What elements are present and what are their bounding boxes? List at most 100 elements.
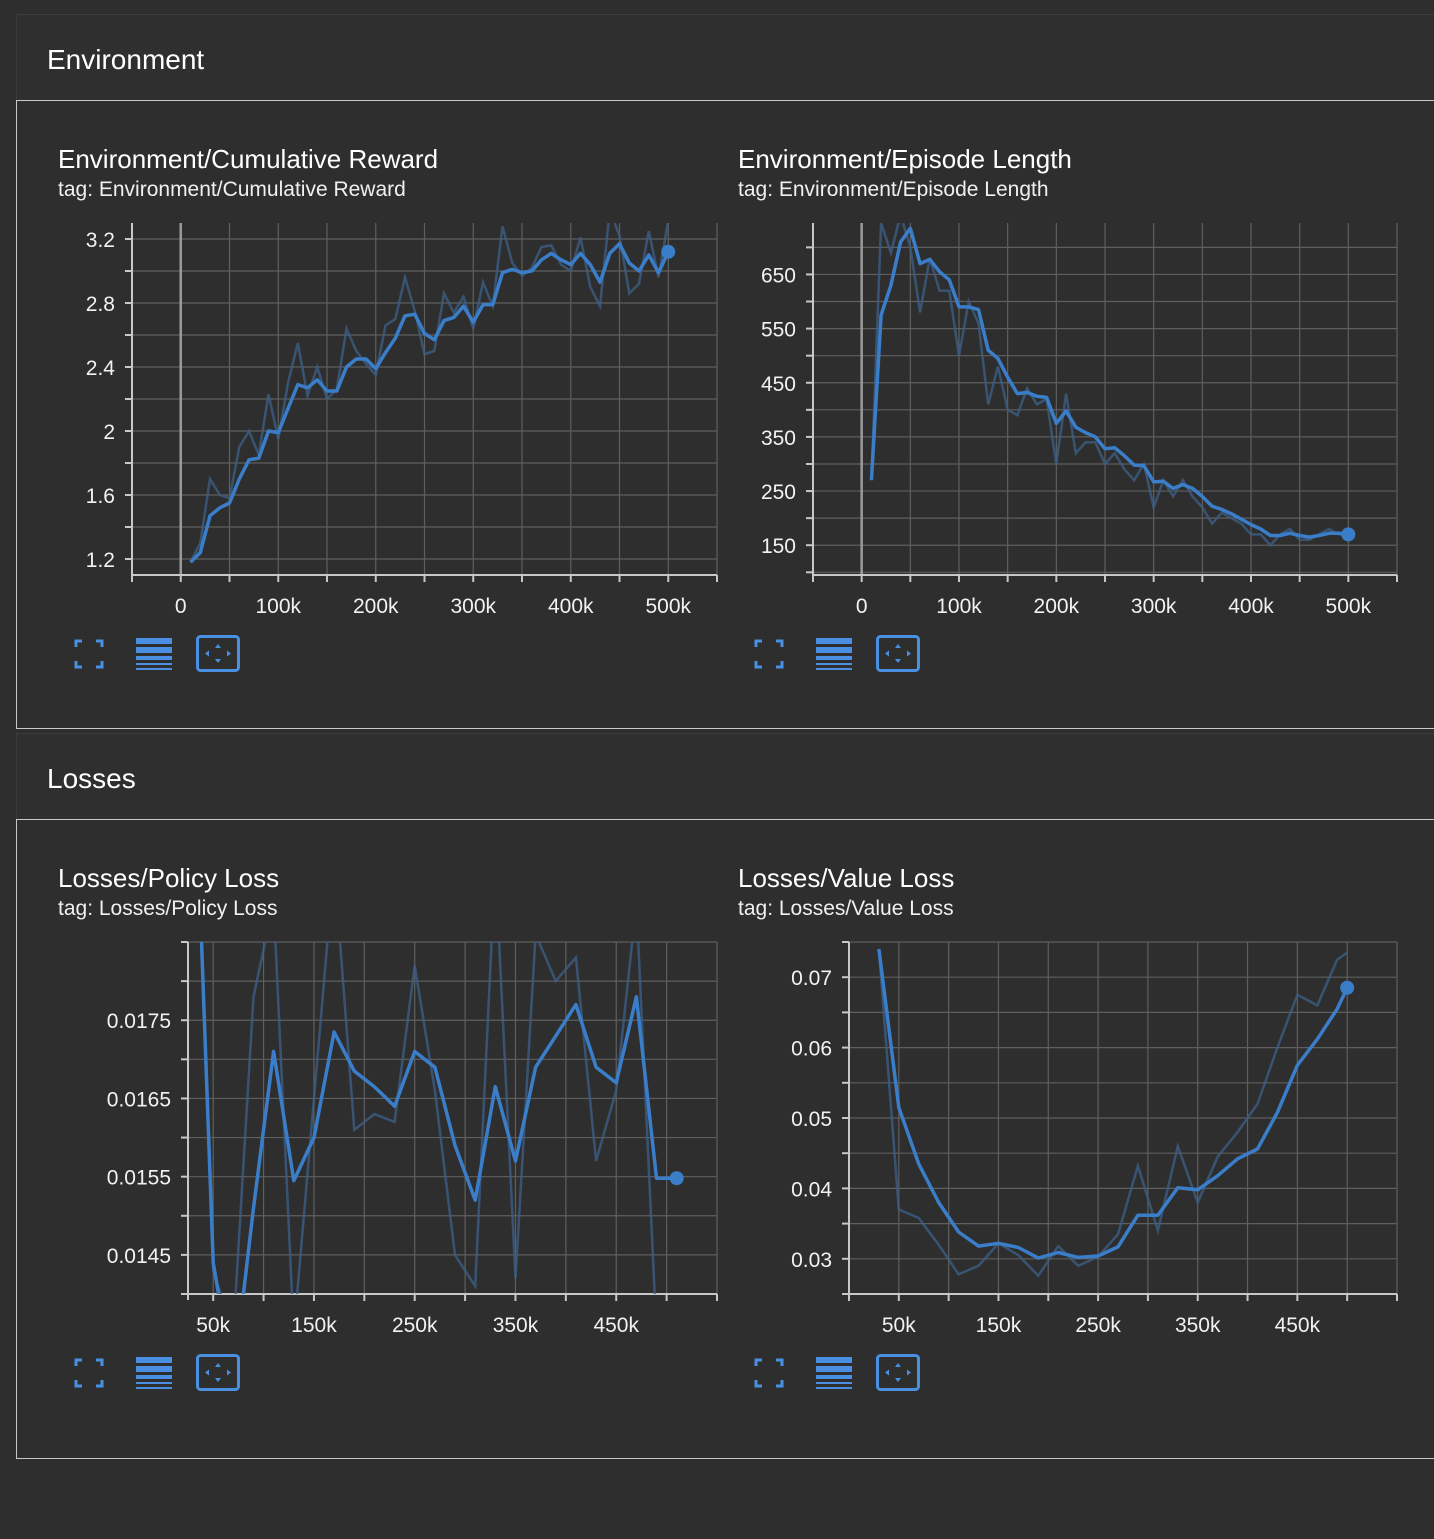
fit-domain-button[interactable]: [196, 1354, 240, 1394]
smoothed-series-line: [189, 242, 670, 564]
x-tick-label: 50k: [882, 1314, 916, 1337]
fit-domain-button[interactable]: [876, 1354, 920, 1394]
y-tick-label: 0.0165: [107, 1088, 171, 1111]
y-tick-label: 250: [761, 481, 796, 504]
y-tick-label: 1.6: [86, 485, 115, 508]
chart-title: Losses/Value Loss: [738, 863, 955, 893]
fit-domain-icon: [196, 1354, 240, 1391]
x-tick-label: 150k: [976, 1314, 1022, 1337]
fit-domain-button[interactable]: [196, 635, 240, 675]
fullscreen-button[interactable]: [750, 1354, 794, 1394]
fullscreen-button[interactable]: [70, 1354, 114, 1394]
x-tick-label: 300k: [1131, 595, 1177, 618]
x-tick-label: 300k: [450, 595, 496, 618]
toggle-log-scale-button[interactable]: [814, 1354, 858, 1394]
fit-domain-button[interactable]: [876, 635, 920, 675]
last-point-marker: [1340, 980, 1355, 995]
x-tick-label: 250k: [1075, 1314, 1121, 1337]
y-tick-label: 3.2: [86, 229, 115, 252]
x-tick-label: 350k: [493, 1314, 539, 1337]
y-tick-label: 0.0155: [107, 1167, 171, 1190]
y-tick-label: 0.04: [791, 1178, 832, 1201]
x-tick-label: 0: [175, 595, 187, 618]
chart-card-value-loss: Losses/Value Loss tag: Losses/Value Loss: [696, 819, 1376, 1379]
x-tick-label: 350k: [1175, 1314, 1221, 1337]
fullscreen-button[interactable]: [750, 635, 794, 675]
chart-tag: tag: Environment/Cumulative Reward: [58, 178, 406, 201]
y-tick-label: 0.07: [791, 967, 832, 990]
chart-tag: tag: Losses/Policy Loss: [58, 897, 278, 920]
fit-domain-icon: [876, 635, 920, 672]
y-tick-label: 0.0175: [107, 1010, 171, 1033]
chart-toolbar: [70, 635, 250, 675]
fullscreen-icon: [74, 639, 104, 669]
x-tick-label: 150k: [291, 1314, 337, 1337]
x-tick-label: 500k: [645, 595, 691, 618]
fullscreen-button[interactable]: [70, 635, 114, 675]
x-tick-label: 450k: [1275, 1314, 1321, 1337]
x-tick-label: 400k: [548, 595, 594, 618]
x-tick-label: 250k: [392, 1314, 438, 1337]
series-group: [877, 948, 1349, 1278]
series-group: [189, 223, 670, 564]
toggle-log-scale-button[interactable]: [134, 1354, 178, 1394]
section-header-environment[interactable]: Environment: [16, 14, 1434, 100]
raw-series-line: [877, 948, 1348, 1278]
x-tick-label: 400k: [1228, 595, 1274, 618]
chart-title: Losses/Policy Loss: [58, 863, 280, 893]
series-group: [869, 223, 1349, 548]
raw-series-line: [870, 223, 1349, 548]
chart-toolbar: [750, 1354, 930, 1394]
y-tick-label: 2.8: [86, 293, 115, 316]
toggle-log-icon: [816, 638, 852, 670]
x-tick-label: 500k: [1326, 595, 1372, 618]
chart-card-cumulative-reward: Environment/Cumulative Reward tag: Envir…: [16, 100, 696, 660]
y-tick-label: 550: [761, 319, 796, 342]
toggle-log-icon: [816, 1357, 852, 1389]
line-chart-value-loss[interactable]: 50k 150k 250k 350k 450k 0.03 0.04 0.05 0.06 0.07: [694, 919, 1434, 1539]
chart-tag: tag: Environment/Episode Length: [738, 178, 1049, 201]
x-tick-label: 50k: [196, 1314, 230, 1337]
x-tick-label: 0: [856, 595, 868, 618]
section-header-losses[interactable]: Losses: [16, 733, 1434, 819]
y-tick-label: 0.06: [791, 1038, 832, 1061]
toggle-log-scale-button[interactable]: [814, 635, 858, 675]
toggle-log-scale-button[interactable]: [134, 635, 178, 675]
y-tick-label: 2: [103, 421, 115, 444]
line-chart-episode-length[interactable]: 0 100k 200k 300k 400k 500k 150 250 350 450 550 650: [694, 200, 1434, 820]
chart-title: Environment/Episode Length: [738, 144, 1072, 174]
chart-card-episode-length: Environment/Episode Length tag: Environm…: [696, 100, 1376, 660]
y-tick-label: 2.4: [86, 357, 116, 380]
y-tick-label: 0.03: [791, 1249, 832, 1272]
chart-tag: tag: Losses/Value Loss: [738, 897, 954, 920]
chart-card-policy-loss: Losses/Policy Loss tag: Losses/Policy Lo…: [16, 819, 696, 1379]
x-tick-label: 200k: [353, 595, 399, 618]
last-point-marker: [661, 244, 676, 259]
smoothed-series-line: [199, 942, 677, 1294]
x-tick-label: 200k: [1034, 595, 1080, 618]
y-tick-label: 1.2: [86, 549, 115, 572]
raw-series-line: [200, 942, 656, 1294]
section-title: Losses: [47, 763, 136, 794]
fit-domain-icon: [876, 1354, 920, 1391]
y-tick-label: 0.0145: [107, 1245, 171, 1268]
toggle-log-icon: [136, 1357, 172, 1389]
x-tick-label: 100k: [255, 595, 301, 618]
y-tick-label: 0.05: [791, 1108, 832, 1131]
chart-toolbar: [750, 635, 930, 675]
y-tick-label: 150: [761, 535, 796, 558]
line-chart-cumulative-reward[interactable]: 0 100k 200k 300k 400k 500k 1.2 1.6 2 2.4 2.8 3.2: [0, 200, 740, 820]
smoothed-series-line: [877, 948, 1349, 1260]
last-point-marker: [1341, 527, 1356, 542]
line-chart-policy-loss[interactable]: 50k 150k 250k 350k 450k 0.0145 0.0155 0.0165 0.0…: [0, 919, 740, 1539]
series-group: [199, 942, 677, 1294]
last-point-marker: [669, 1171, 684, 1186]
fit-domain-icon: [196, 635, 240, 672]
y-tick-label: 350: [761, 427, 796, 450]
toggle-log-icon: [136, 638, 172, 670]
section-title: Environment: [47, 44, 205, 75]
fullscreen-icon: [754, 639, 784, 669]
chart-toolbar: [70, 1354, 250, 1394]
fullscreen-icon: [74, 1358, 104, 1388]
x-tick-label: 450k: [593, 1314, 639, 1337]
